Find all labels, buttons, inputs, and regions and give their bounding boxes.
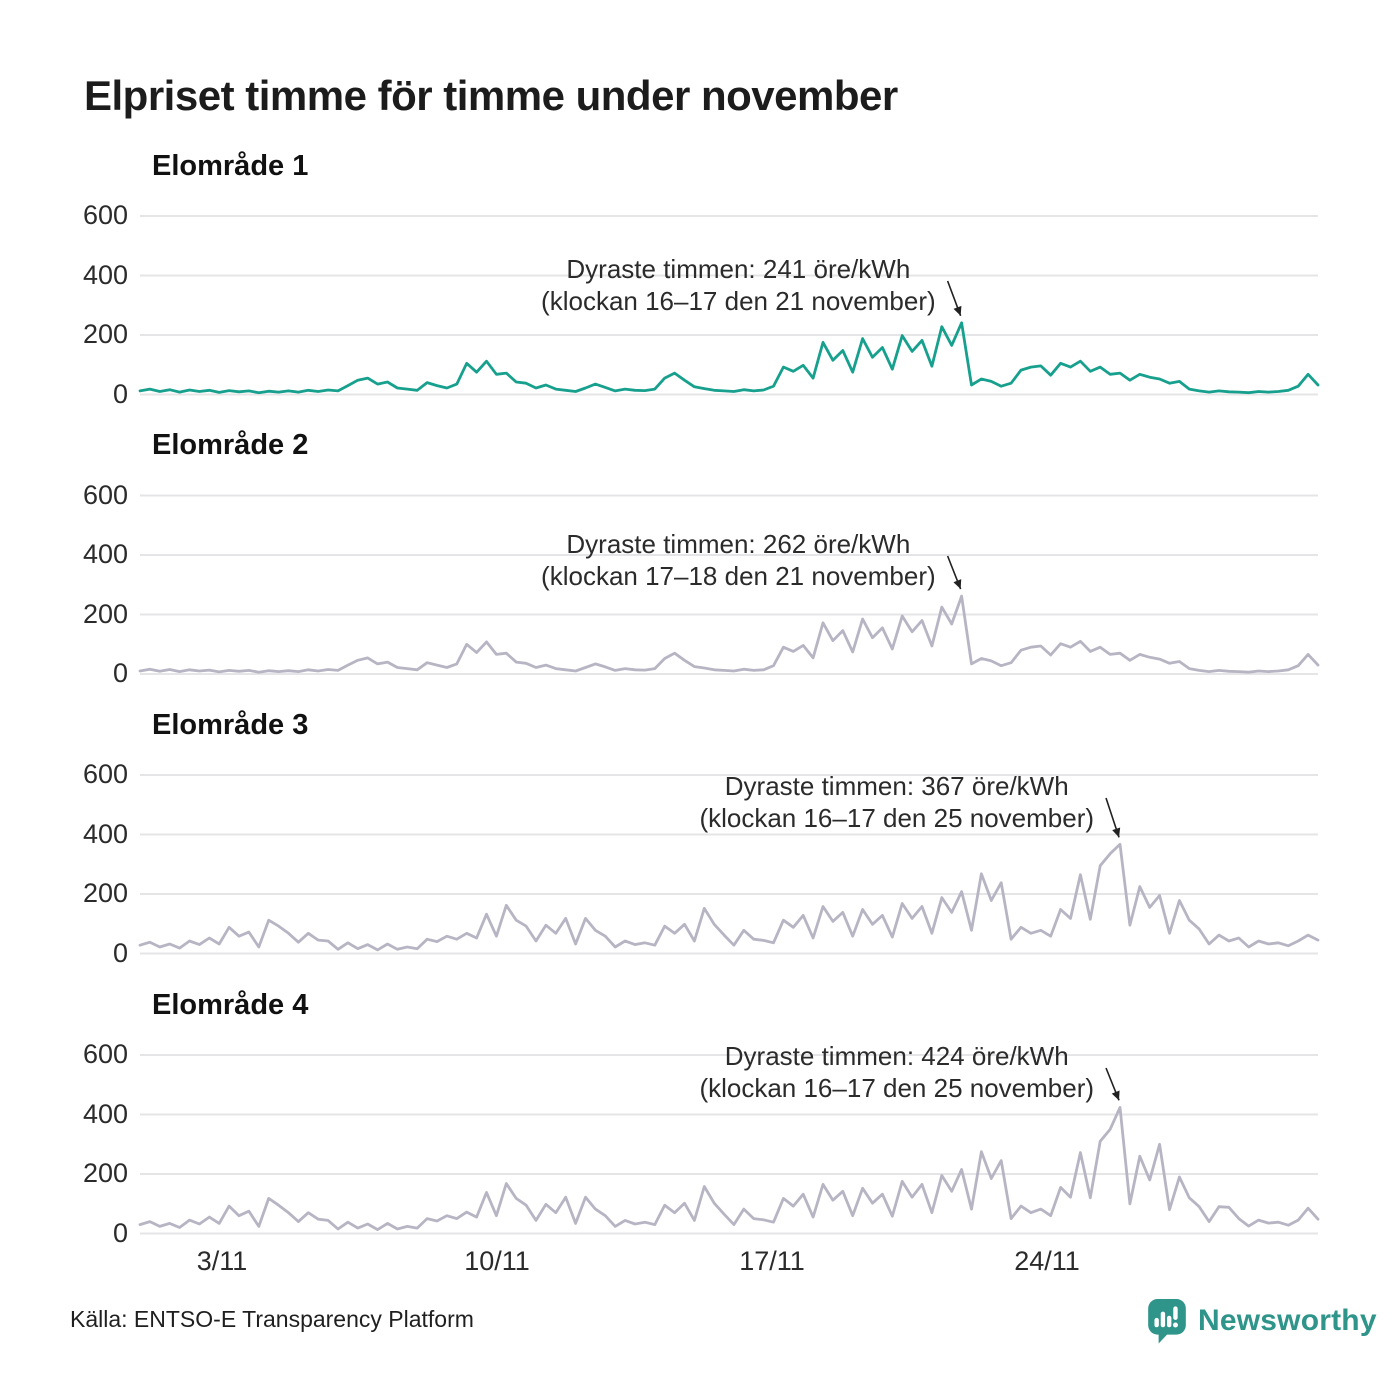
price-line-3 xyxy=(138,842,1320,952)
annotation-panel-4: Dyraste timmen: 424 öre/kWh (klockan 16–… xyxy=(699,1040,1094,1104)
annotation-value: Dyraste timmen: 241 öre/kWh xyxy=(566,254,911,284)
annotation-arrowhead xyxy=(1111,1090,1120,1101)
y-tick-label: 200 xyxy=(82,878,128,908)
y-tick-label: 200 xyxy=(82,319,128,349)
annotation-arrowhead xyxy=(1112,827,1121,838)
annotation-value: Dyraste timmen: 262 öre/kWh xyxy=(566,529,911,559)
price-line-4 xyxy=(138,1106,1320,1231)
y-tick-label: 0 xyxy=(112,1217,128,1248)
y-tick-label: 400 xyxy=(82,1098,128,1129)
x-tick-24-11: 24/11 xyxy=(1014,1246,1080,1276)
y-tick-label: 600 xyxy=(82,200,128,230)
y-tick-label: 400 xyxy=(82,818,128,849)
y-tick-label: 600 xyxy=(82,479,128,510)
annotation-time: (klockan 16–17 den 25 november) xyxy=(699,803,1095,833)
annotation-value: Dyraste timmen: 424 öre/kWh xyxy=(724,1041,1069,1071)
annotation-panel-1: Dyraste timmen: 241 öre/kWh (klockan 16–… xyxy=(541,253,936,317)
y-tick-label: 600 xyxy=(82,759,128,789)
annotation-time: (klockan 16–17 den 25 november) xyxy=(699,1073,1095,1103)
newsworthy-icon xyxy=(1148,1299,1186,1344)
source-credit: Källa: ENTSO-E Transparency Platform xyxy=(70,1306,474,1332)
panel-title-elomrade-4: Elområde 4 xyxy=(152,989,309,1021)
annotation-time: (klockan 16–17 den 21 november) xyxy=(541,286,936,316)
annotation-panel-2: Dyraste timmen: 262 öre/kWh (klockan 17–… xyxy=(541,528,936,592)
brand-name: Newsworthy xyxy=(1198,1304,1377,1337)
panel-title-elomrade-2: Elområde 2 xyxy=(152,429,309,461)
y-tick-label: 400 xyxy=(82,539,128,569)
price-line-1 xyxy=(138,321,1320,395)
y-tick-label: 200 xyxy=(82,598,128,629)
x-tick-3-11: 3/11 xyxy=(196,1246,248,1276)
annotation-arrowhead xyxy=(953,579,962,590)
y-tick-label: 0 xyxy=(112,658,128,688)
brand-logo: Newsworthy xyxy=(1146,1298,1377,1344)
panel-title-elomrade-3: Elområde 3 xyxy=(152,709,309,741)
y-tick-label: 200 xyxy=(82,1158,128,1188)
page-title: Elpriset timme för timme under november xyxy=(84,72,898,119)
y-tick-label: 0 xyxy=(112,378,128,409)
panel-title-elomrade-1: Elområde 1 xyxy=(152,150,309,182)
x-tick-17-11: 17/11 xyxy=(739,1246,805,1276)
y-tick-label: 600 xyxy=(82,1039,128,1069)
annotation-time: (klockan 17–18 den 21 november) xyxy=(541,561,936,591)
annotation-arrowhead xyxy=(953,305,962,316)
y-tick-label: 400 xyxy=(82,259,128,290)
y-tick-label: 0 xyxy=(112,937,128,968)
price-line-2 xyxy=(138,594,1320,674)
x-tick-10-11: 10/11 xyxy=(464,1246,530,1276)
annotation-value: Dyraste timmen: 367 öre/kWh xyxy=(724,771,1069,801)
annotation-panel-3: Dyraste timmen: 367 öre/kWh (klockan 16–… xyxy=(699,770,1094,834)
